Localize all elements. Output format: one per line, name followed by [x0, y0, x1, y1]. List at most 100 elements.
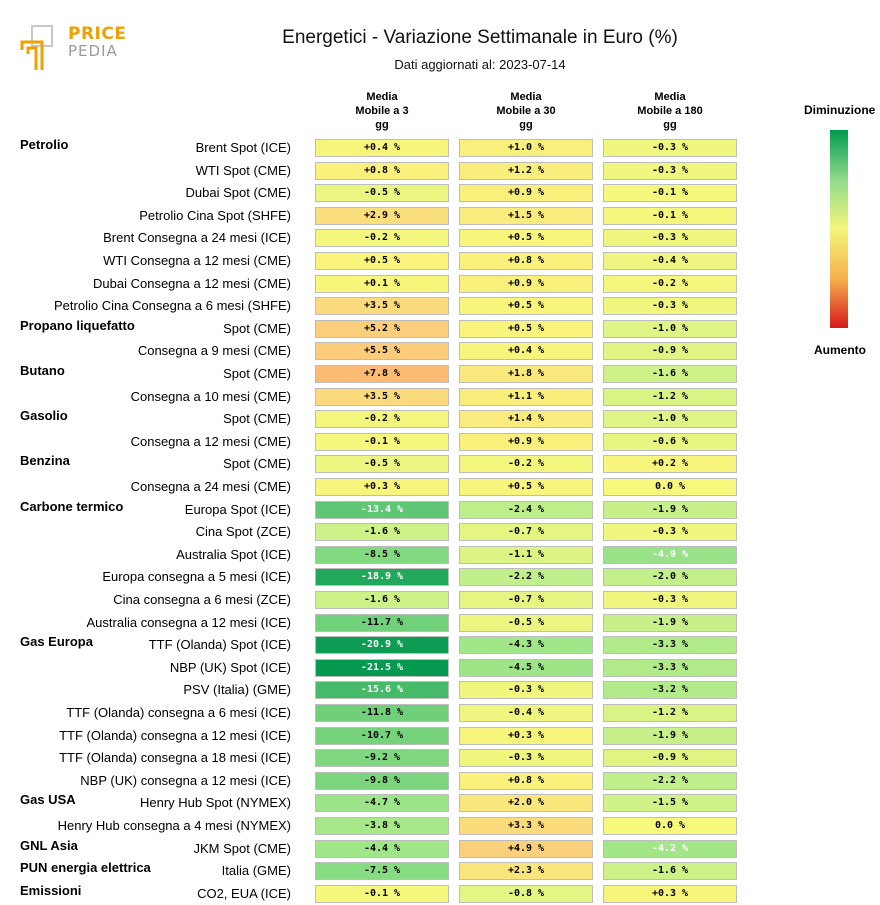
heatmap-cell: -2.2 % [603, 771, 737, 790]
heatmap-cell: 0.0 % [603, 817, 737, 835]
chart-subtitle: Dati aggiornati al: 2023-07-14 [394, 57, 566, 72]
heatmap-cell: +0.9 % [459, 432, 593, 451]
heatmap-cell: -15.6 % [315, 681, 449, 700]
heatmap-cell: -1.0 % [603, 410, 737, 429]
heatmap-cell: +0.3 % [459, 726, 593, 745]
heatmap-cell: +0.2 % [603, 455, 737, 474]
heatmap-cell: -0.9 % [603, 749, 737, 768]
heatmap-cell: -4.3 % [459, 636, 593, 655]
legend-bottom-label: Aumento [814, 343, 866, 357]
column-header-line: gg [519, 119, 533, 131]
heatmap-cell: -1.6 % [603, 862, 737, 881]
heatmap-cell: +0.8 % [459, 252, 593, 270]
heatmap-cell: -1.2 % [603, 704, 737, 722]
heatmap-cell: -1.9 % [603, 613, 737, 632]
heatmap-cell: +0.3 % [315, 478, 449, 496]
heatmap-cell: +1.1 % [459, 387, 593, 406]
heatmap-cell: -1.6 % [315, 523, 449, 542]
heatmap-cell: -1.6 % [315, 591, 449, 609]
column-header-180gg: Media Mobile a 180 gg [603, 90, 737, 132]
heatmap-cell: +2.9 % [315, 206, 449, 225]
logo-mark-icon [20, 25, 53, 70]
heatmap-cell: -1.2 % [603, 387, 737, 406]
row-label: Consegna a 9 mesi (CME) [137, 343, 291, 359]
heatmap-cell: -0.1 % [603, 184, 737, 203]
row-label: Henry Hub Spot (NYMEX) [140, 795, 291, 811]
row-label: Petrolio Cina Spot (SHFE) [139, 207, 291, 223]
group-label: PUN energia elettrica [20, 860, 151, 876]
group-label: Gas USA [20, 792, 76, 808]
heatmap-cell: -2.0 % [603, 568, 737, 587]
row-label: NBP (UK) Spot (ICE) [169, 659, 291, 675]
row-label: Spot (CME) [223, 366, 291, 381]
heatmap-cell: -4.5 % [459, 658, 593, 677]
heatmap-cell: -0.4 % [459, 704, 593, 722]
heatmap-cell: +1.8 % [459, 365, 593, 383]
row-label: Spot (CME) [223, 456, 291, 472]
heatmap-cell: -9.2 % [315, 749, 449, 768]
heatmap-cell: -0.3 % [603, 161, 737, 180]
heatmap-cell: -1.1 % [459, 545, 593, 564]
heatmap-cell: +0.5 % [459, 229, 593, 248]
heatmap-cell: -0.2 % [315, 229, 449, 248]
heatmap-cell: +3.5 % [315, 297, 449, 316]
heatmap-cell: +0.4 % [459, 342, 593, 361]
heatmap-cell: -0.3 % [603, 139, 737, 157]
group-label: Petrolio [20, 137, 69, 152]
row-label: Spot (CME) [223, 320, 291, 336]
heatmap-cell: -0.8 % [459, 884, 593, 903]
group-label: Gasolio [20, 408, 68, 424]
heatmap-cell: -0.7 % [459, 523, 593, 542]
heatmap-cell: -4.4 % [315, 839, 449, 858]
chart-title: Energetici - Variazione Settimanale in E… [282, 27, 678, 48]
heatmap-cell: -0.2 % [459, 455, 593, 474]
heatmap-cell: -0.9 % [603, 342, 737, 361]
row-label: Petrolio Cina Consegna a 6 mesi (SHFE) [54, 298, 291, 314]
logo-word-price: PRICE [68, 24, 127, 44]
heatmap-cell: +1.5 % [459, 206, 593, 225]
heatmap-cell: +2.3 % [459, 862, 593, 881]
heatmap-cell: -2.2 % [459, 568, 593, 587]
column-header-line: Mobile a 30 [496, 105, 556, 117]
heatmap-cell: -0.1 % [315, 884, 449, 903]
heatmap-cell: -0.2 % [315, 410, 449, 429]
heatmap-cell: -3.3 % [603, 658, 737, 677]
heatmap-cell: -0.1 % [315, 432, 449, 451]
heatmap-cell: -4.9 % [603, 545, 737, 564]
column-header-line: gg [375, 119, 389, 131]
row-label: JKM Spot (CME) [193, 840, 291, 856]
heatmap-cell: -7.5 % [315, 862, 449, 881]
row-label: Europa Spot (ICE) [184, 501, 291, 517]
column-header-line: gg [663, 119, 677, 131]
heatmap-cell: +1.0 % [459, 139, 593, 157]
group-label: Benzina [20, 453, 70, 469]
row-label: CO2, EUA (ICE) [197, 885, 291, 901]
heatmap-cell: -0.2 % [603, 274, 737, 293]
heatmap-cell: -20.9 % [315, 636, 449, 655]
heatmap-cell: +0.5 % [459, 319, 593, 338]
heatmap-cell: -0.3 % [459, 749, 593, 768]
heatmap-cell: -4.2 % [603, 839, 737, 858]
heatmap-cell: -3.8 % [315, 817, 449, 835]
heatmap-cell: -0.5 % [315, 455, 449, 474]
heatmap-cell: +0.9 % [459, 184, 593, 203]
heatmap-cell: -11.7 % [315, 613, 449, 632]
heatmap-cell: -0.3 % [603, 591, 737, 609]
heatmap-cell: -3.2 % [603, 681, 737, 700]
group-label: Gas Europa [20, 634, 93, 650]
heatmap-cell: -0.5 % [459, 613, 593, 632]
row-label: NBP (UK) consegna a 12 mesi (ICE) [80, 772, 291, 788]
heatmap-cell: +4.9 % [459, 839, 593, 858]
heatmap-cell: -11.8 % [315, 704, 449, 722]
column-header-line: Mobile a 3 [355, 105, 409, 117]
legend-top-label: Diminuzione [804, 103, 876, 117]
heatmap-cell: -8.5 % [315, 545, 449, 564]
heatmap-cell: -21.5 % [315, 658, 449, 677]
group-label: GNL Asia [20, 837, 78, 853]
heatmap-cell: +3.3 % [459, 817, 593, 835]
heatmap-cell: +0.3 % [603, 884, 737, 903]
heatmap-cell: -0.4 % [603, 252, 737, 270]
row-label: TTF (Olanda) Spot (ICE) [148, 637, 291, 653]
heatmap-cell: +5.5 % [315, 342, 449, 361]
pricepedia-logo: PRICE PEDIA [20, 24, 130, 74]
